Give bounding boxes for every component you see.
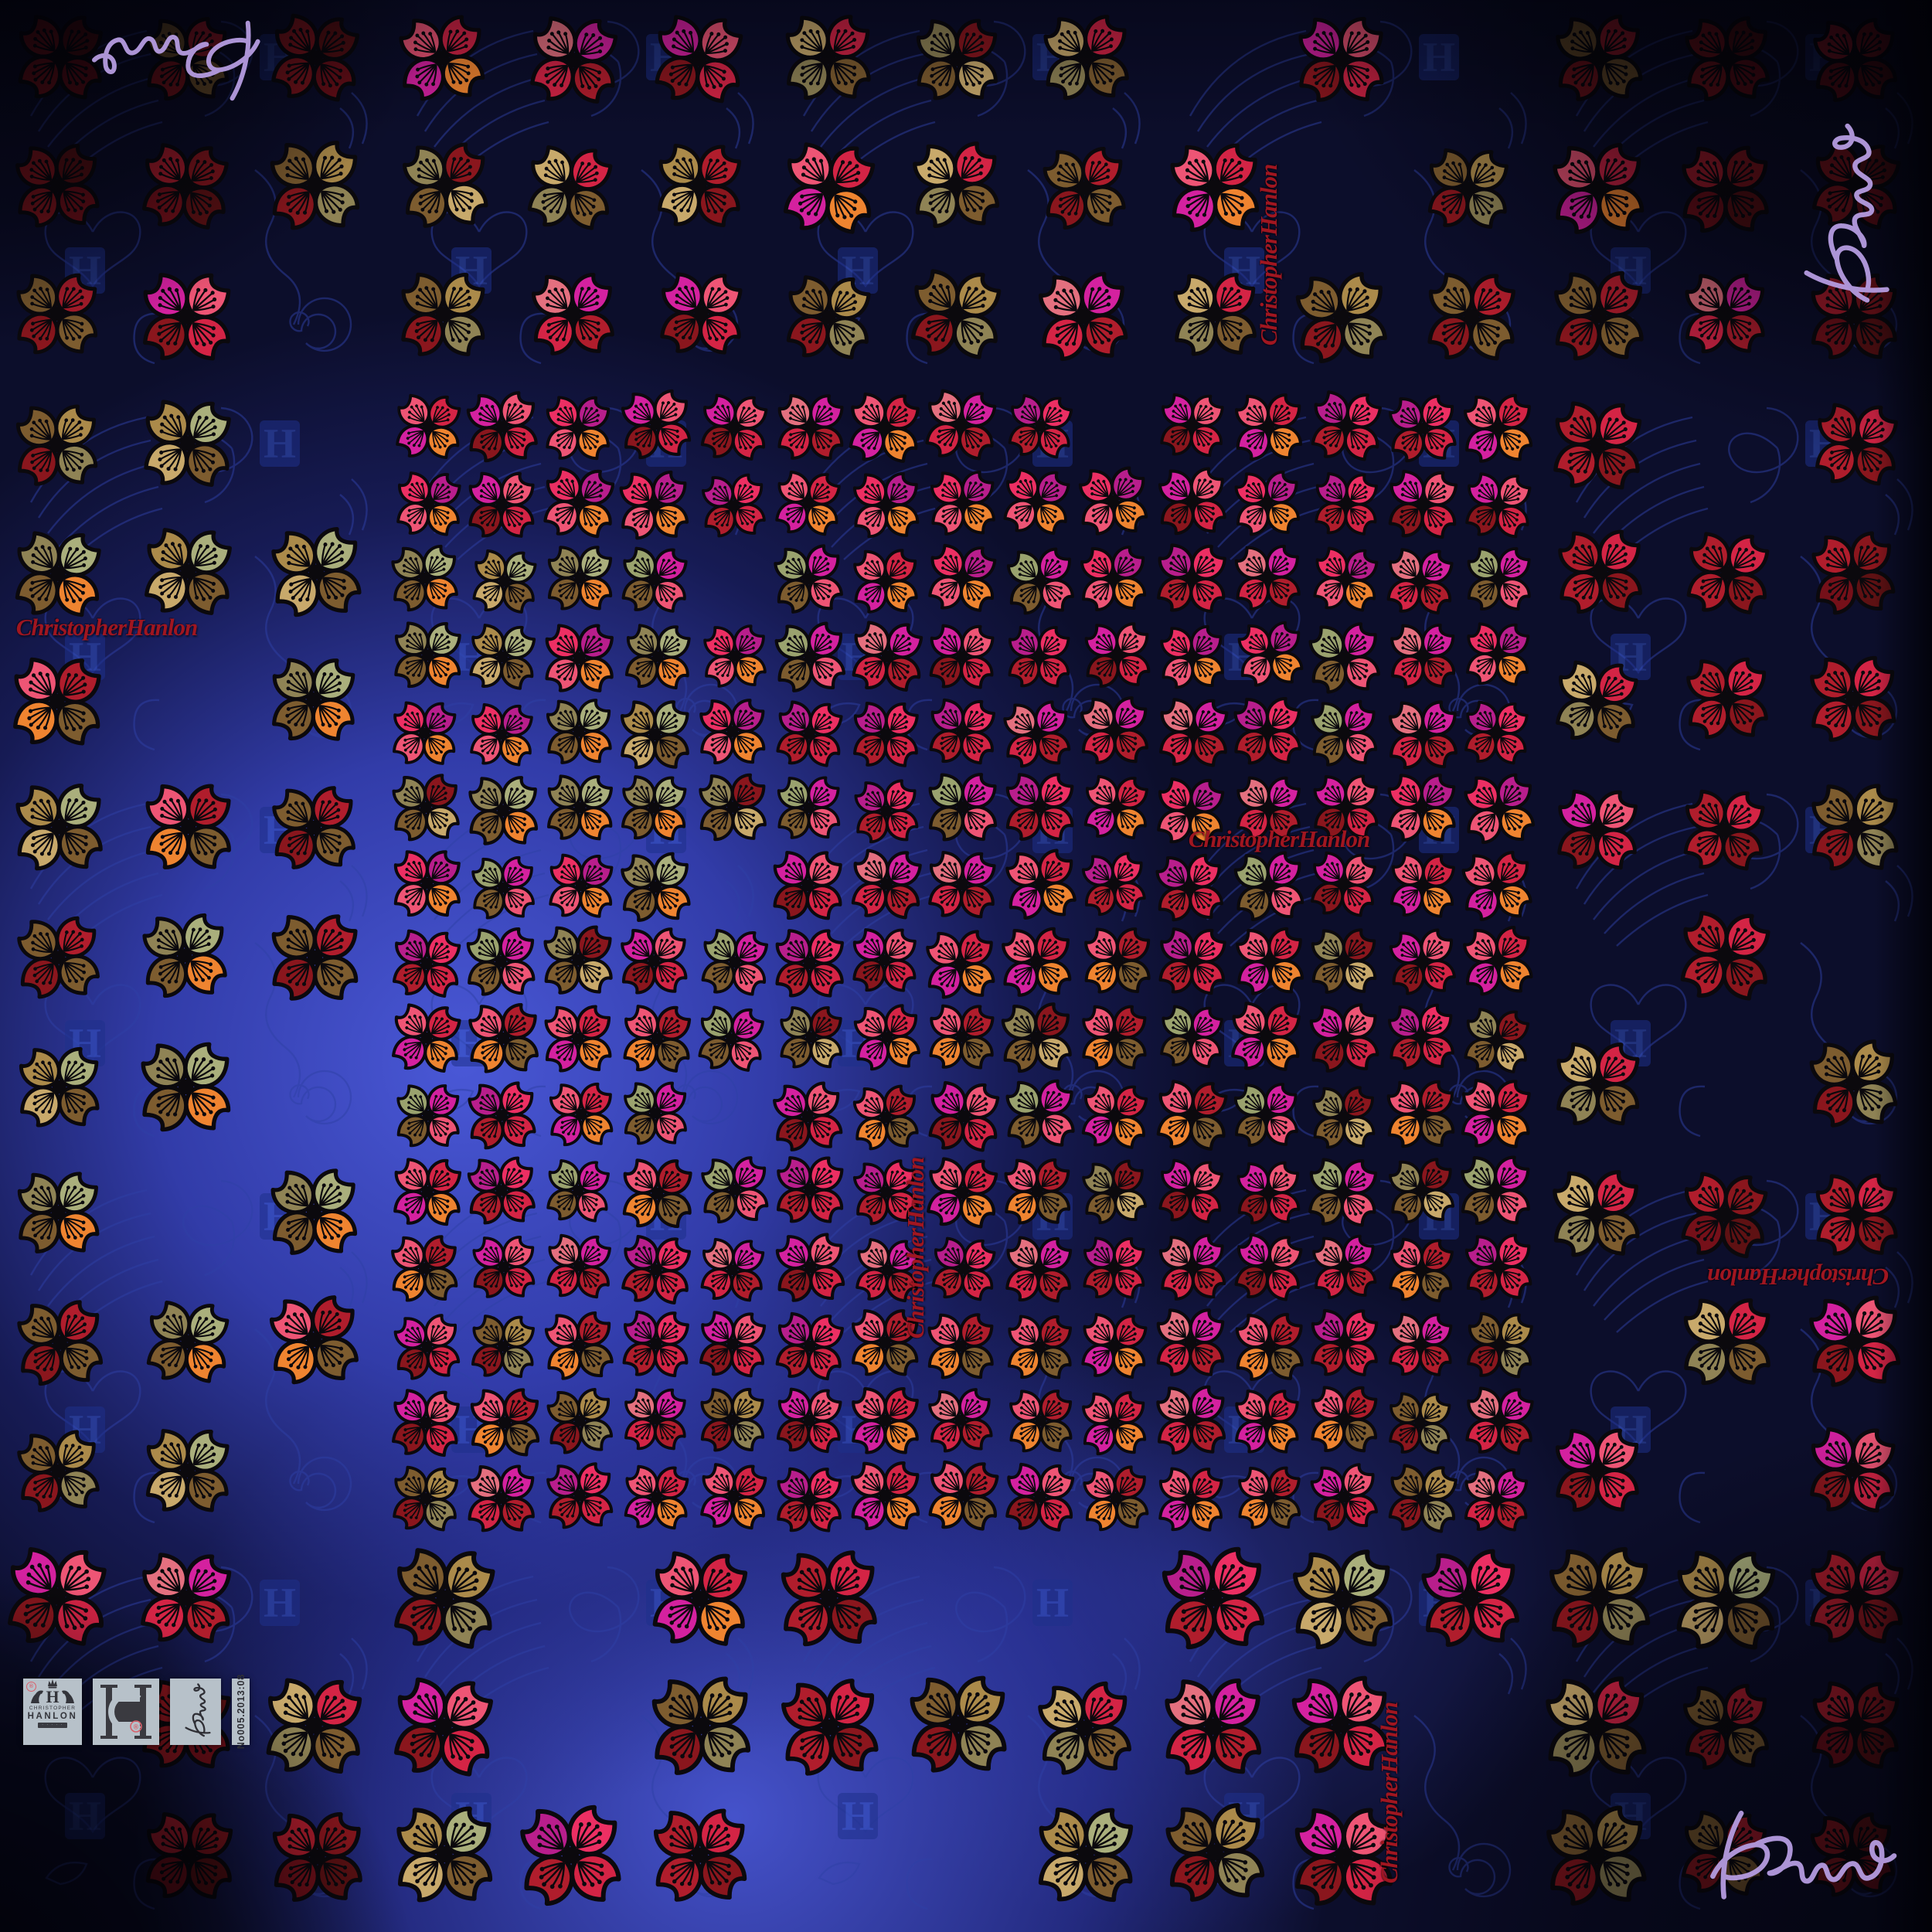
logo-block: ® H CHRISTOPHER HANLON · · · · · xyxy=(23,1674,250,1750)
svg-text:H: H xyxy=(46,1687,59,1705)
plate-number: No005.2013:08 xyxy=(235,1674,247,1750)
brand-mark: ChristopherHanlon xyxy=(1188,825,1371,853)
crest-panel: ® H CHRISTOPHER HANLON · · · · · xyxy=(23,1679,82,1745)
brand-mark: ChristopherHanlon xyxy=(1255,165,1283,346)
brand-mark-text: ChristopherHanlon xyxy=(15,614,199,641)
signature-panel xyxy=(170,1679,221,1745)
signature-small-icon xyxy=(185,1683,211,1737)
brand-mark-text: ChristopherHanlon xyxy=(1376,1702,1403,1884)
svg-text:®: ® xyxy=(134,1723,139,1731)
brand-mark-text: ChristopherHanlon xyxy=(1255,164,1282,346)
registered-icon: ® xyxy=(26,1682,36,1692)
monogram-panel: ® xyxy=(93,1679,159,1745)
brand-mark: ChristopherHanlon xyxy=(1376,1702,1403,1884)
signature-bottom-right-icon xyxy=(1713,1813,1894,1896)
crest-name-line1: CHRISTOPHER xyxy=(29,1706,77,1711)
brand-mark: ChristopherHanlon xyxy=(1708,1263,1889,1291)
crest-crown-griffins-icon: H xyxy=(31,1679,74,1705)
brand-mark-text: ChristopherHanlon xyxy=(1707,1264,1889,1291)
brand-mark: ChristopherHanlon xyxy=(902,1158,930,1339)
crest-banner: · · · · · xyxy=(38,1723,67,1728)
crest-name-line2: HANLON xyxy=(27,1712,78,1721)
signature-top-left-icon xyxy=(94,23,258,99)
brand-mark: ChristopherHanlon xyxy=(15,614,199,641)
brand-mark-text: ChristopherHanlon xyxy=(1188,825,1371,852)
brand-mark-text: ChristopherHanlon xyxy=(902,1157,929,1339)
signature-right-edge-icon xyxy=(1807,126,1887,300)
plate-number-panel: No005.2013:08 xyxy=(232,1674,250,1750)
